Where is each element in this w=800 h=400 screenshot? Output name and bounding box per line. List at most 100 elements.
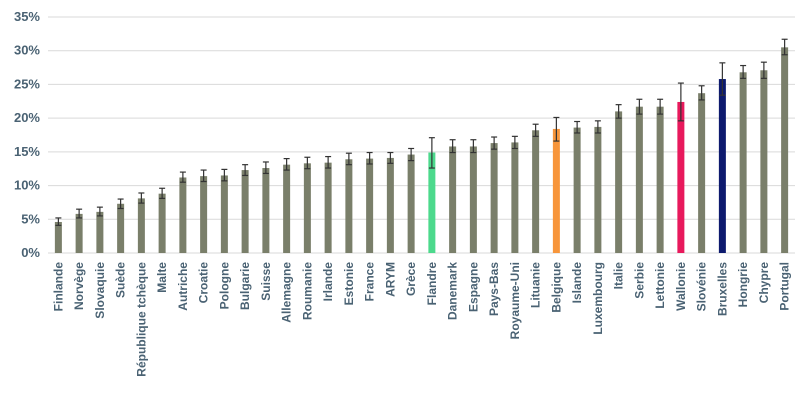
bar xyxy=(739,72,747,253)
x-tick-label: Bulgarie xyxy=(238,262,252,310)
error-bar xyxy=(781,38,788,56)
error-bar xyxy=(553,116,560,142)
error-bar xyxy=(221,168,228,182)
error-bar xyxy=(138,192,145,204)
error-bar xyxy=(657,98,664,115)
y-tick-label: 5% xyxy=(21,211,40,226)
error-bar xyxy=(179,171,186,183)
x-tick-label: Slovénie xyxy=(695,262,709,312)
error-bar xyxy=(304,156,311,170)
bar xyxy=(428,152,436,253)
x-tick-label: Autriche xyxy=(176,262,190,311)
x-tick-label: Royaume-Uni xyxy=(508,262,522,339)
x-tick-label: Islande xyxy=(570,262,584,304)
error-bar xyxy=(200,169,207,183)
bar xyxy=(781,47,789,253)
x-tick-label: Malte xyxy=(155,262,169,293)
y-tick-label: 0% xyxy=(21,245,40,260)
x-tick-label: Lettonie xyxy=(653,262,667,309)
bar xyxy=(54,221,62,253)
bar xyxy=(283,164,291,253)
x-tick-label: Roumanie xyxy=(300,262,314,320)
error-bar xyxy=(387,151,394,164)
error-bar xyxy=(511,135,518,150)
x-tick-label: Espagne xyxy=(466,262,480,312)
x-tick-label: Chypre xyxy=(757,262,771,304)
x-tick-label: République tchèque xyxy=(134,262,148,377)
x-tick-label: Bruxelles xyxy=(715,262,729,316)
bar xyxy=(615,111,623,254)
x-tick-label: Croatie xyxy=(197,262,211,304)
error-bar xyxy=(117,198,124,210)
bar xyxy=(158,193,166,253)
error-bar xyxy=(698,85,705,101)
x-tick-label: France xyxy=(363,262,377,302)
x-tick-label: Flandre xyxy=(425,262,439,306)
x-tick-label: Suisse xyxy=(259,262,273,301)
error-bar xyxy=(594,120,601,134)
bar xyxy=(117,203,125,253)
x-tick-label: Portugal xyxy=(778,262,792,311)
y-tick-label: 30% xyxy=(14,43,40,58)
x-tick-label: Italie xyxy=(612,262,626,290)
bar xyxy=(96,211,104,253)
bar xyxy=(511,142,519,253)
x-tick-label: Serbie xyxy=(632,262,646,299)
bar xyxy=(220,175,228,253)
bar xyxy=(594,126,602,253)
error-bar xyxy=(574,120,581,134)
bar xyxy=(366,158,374,253)
error-bar xyxy=(532,123,539,137)
error-bar xyxy=(325,155,332,169)
x-tick-label: Danemark xyxy=(446,262,460,320)
error-bar xyxy=(636,98,643,115)
y-tick-label: 35% xyxy=(14,9,40,24)
x-tick-label: Slovaquie xyxy=(93,262,107,319)
error-bars xyxy=(55,38,788,226)
bar xyxy=(760,70,768,253)
gridlines xyxy=(48,16,795,254)
x-tick-label: Pologne xyxy=(217,262,231,310)
bar xyxy=(241,170,249,253)
error-bar xyxy=(345,152,352,166)
bar xyxy=(532,130,540,253)
error-bar xyxy=(470,139,477,154)
x-tick-label: Finlande xyxy=(51,262,65,312)
bar xyxy=(552,128,560,253)
x-tick-label: Suède xyxy=(114,262,128,298)
error-bar xyxy=(76,208,83,219)
error-bar xyxy=(677,82,684,122)
error-bar xyxy=(615,104,622,119)
y-tick-label: 15% xyxy=(14,144,40,159)
error-bar xyxy=(719,62,726,96)
x-tick-label: Lituanie xyxy=(529,262,543,308)
bar xyxy=(490,143,498,253)
x-tick-label: Allemagne xyxy=(280,262,294,323)
bar xyxy=(324,162,332,253)
x-axis-tick-labels: Finlande Norvège Slovaquie Suède République … xyxy=(51,262,791,377)
bar xyxy=(718,79,726,253)
x-tick-label: Estonie xyxy=(342,262,356,306)
bar xyxy=(179,177,187,253)
x-tick-label: ARYM xyxy=(383,262,397,297)
bar xyxy=(262,168,270,253)
error-bar xyxy=(242,164,249,177)
x-tick-label: Pays-Bas xyxy=(487,262,501,316)
bar xyxy=(407,154,415,253)
error-bar xyxy=(491,136,498,150)
error-bar xyxy=(408,147,415,162)
bar xyxy=(635,106,643,254)
bar xyxy=(345,159,353,253)
y-axis-tick-labels: 0% 5% 10% 15% 20% 25% 30% 35% xyxy=(14,9,40,260)
error-bar xyxy=(760,61,767,79)
x-tick-label: Norvège xyxy=(72,262,86,310)
bars xyxy=(54,47,789,254)
x-tick-label: Belgique xyxy=(549,262,563,313)
x-tick-label: Hongrie xyxy=(736,262,750,308)
error-bar xyxy=(449,139,456,154)
error-bar xyxy=(366,151,373,165)
error-bar xyxy=(283,158,290,171)
bar xyxy=(677,101,685,254)
error-bar xyxy=(55,217,62,226)
bar xyxy=(386,157,394,253)
